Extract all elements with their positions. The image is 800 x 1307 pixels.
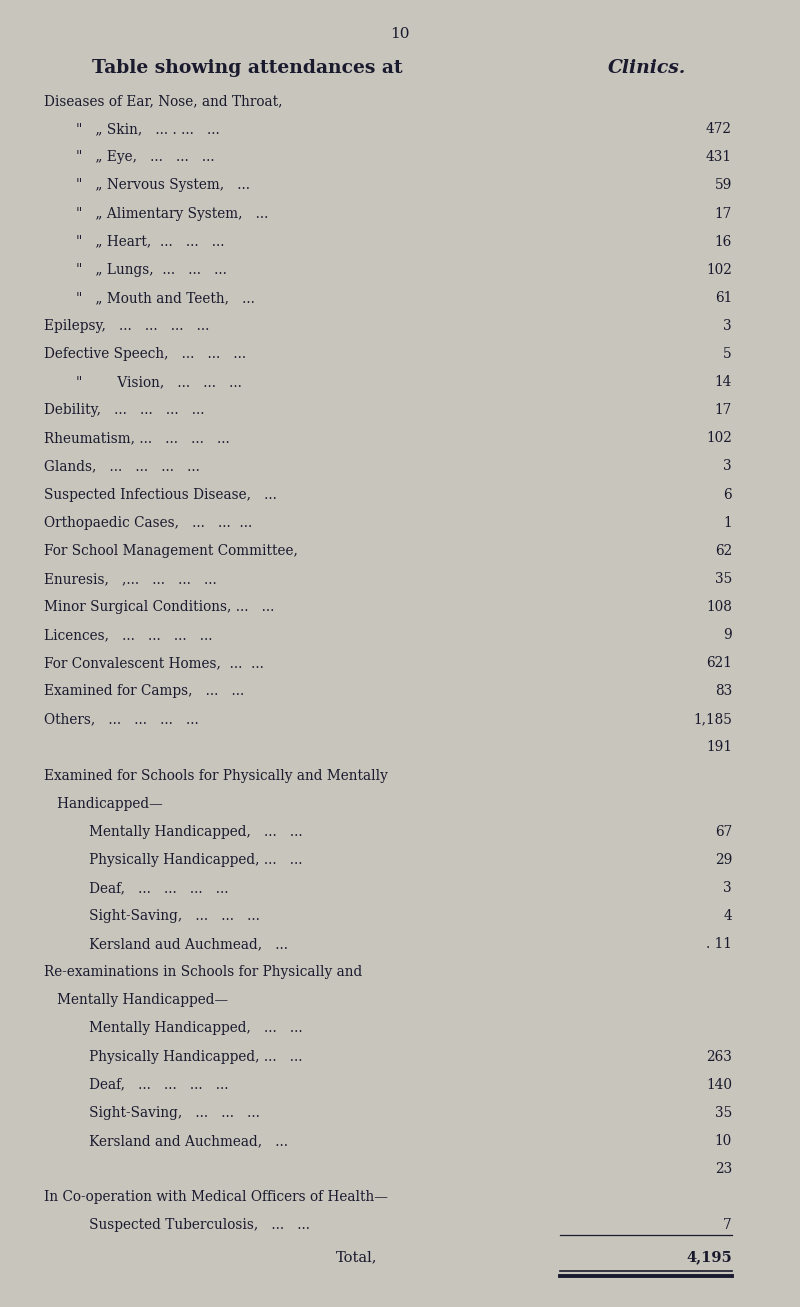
Text: Deaf,   ...   ...   ...   ...: Deaf, ... ... ... ... — [76, 881, 229, 895]
Text: Clinics.: Clinics. — [608, 59, 686, 77]
Text: 4,195: 4,195 — [686, 1249, 732, 1264]
Text: For School Management Committee,: For School Management Committee, — [44, 544, 298, 558]
Text: . 11: . 11 — [706, 937, 732, 951]
Text: 10: 10 — [714, 1133, 732, 1148]
Text: Table showing attendances at: Table showing attendances at — [92, 59, 409, 77]
Text: 10: 10 — [390, 27, 410, 42]
Text: 67: 67 — [714, 825, 732, 839]
Text: 102: 102 — [706, 431, 732, 446]
Text: Examined for Schools for Physically and Mentally: Examined for Schools for Physically and … — [44, 769, 388, 783]
Text: 7: 7 — [723, 1218, 732, 1233]
Text: Epilepsy,   ...   ...   ...   ...: Epilepsy, ... ... ... ... — [44, 319, 210, 333]
Text: 6: 6 — [723, 488, 732, 502]
Text: 472: 472 — [706, 122, 732, 136]
Text: 1,185: 1,185 — [693, 712, 732, 727]
Text: 140: 140 — [706, 1077, 732, 1091]
Text: In Co-operation with Medical Officers of Health—: In Co-operation with Medical Officers of… — [44, 1189, 388, 1204]
Text: "   „ Eye,   ...   ...   ...: " „ Eye, ... ... ... — [76, 150, 214, 165]
Text: Physically Handicapped, ...   ...: Physically Handicapped, ... ... — [76, 852, 302, 867]
Text: Minor Surgical Conditions, ...   ...: Minor Surgical Conditions, ... ... — [44, 600, 274, 614]
Text: Diseases of Ear, Nose, and Throat,: Diseases of Ear, Nose, and Throat, — [44, 94, 282, 108]
Text: 1: 1 — [723, 515, 732, 529]
Text: 3: 3 — [723, 460, 732, 473]
Text: 621: 621 — [706, 656, 732, 670]
Text: Debility,   ...   ...   ...   ...: Debility, ... ... ... ... — [44, 404, 205, 417]
Text: "        Vision,   ...   ...   ...: " Vision, ... ... ... — [76, 375, 242, 389]
Text: Others,   ...   ...   ...   ...: Others, ... ... ... ... — [44, 712, 198, 727]
Text: Orthopaedic Cases,   ...   ...  ...: Orthopaedic Cases, ... ... ... — [44, 515, 252, 529]
Text: "   „ Alimentary System,   ...: " „ Alimentary System, ... — [76, 207, 268, 221]
Text: 3: 3 — [723, 319, 732, 333]
Text: Glands,   ...   ...   ...   ...: Glands, ... ... ... ... — [44, 460, 200, 473]
Text: Examined for Camps,   ...   ...: Examined for Camps, ... ... — [44, 685, 244, 698]
Text: 61: 61 — [714, 290, 732, 305]
Text: Kersland and Auchmead,   ...: Kersland and Auchmead, ... — [76, 1133, 288, 1148]
Text: Mentally Handicapped,   ...   ...: Mentally Handicapped, ... ... — [76, 825, 302, 839]
Text: Mentally Handicapped—: Mentally Handicapped— — [44, 993, 228, 1008]
Text: 29: 29 — [714, 852, 732, 867]
Text: Sight-Saving,   ...   ...   ...: Sight-Saving, ... ... ... — [76, 908, 260, 923]
Text: 3: 3 — [723, 881, 732, 895]
Text: Enuresis,   ,...   ...   ...   ...: Enuresis, ,... ... ... ... — [44, 572, 217, 586]
Text: 9: 9 — [723, 627, 732, 642]
Text: Total,: Total, — [336, 1249, 378, 1264]
Text: 16: 16 — [714, 235, 732, 248]
Text: 35: 35 — [714, 572, 732, 586]
Text: 4: 4 — [723, 908, 732, 923]
Text: 17: 17 — [714, 404, 732, 417]
Text: Re-examinations in Schools for Physically and: Re-examinations in Schools for Physicall… — [44, 965, 362, 979]
Text: 23: 23 — [714, 1162, 732, 1176]
Text: Deaf,   ...   ...   ...   ...: Deaf, ... ... ... ... — [76, 1077, 229, 1091]
Text: 14: 14 — [714, 375, 732, 389]
Text: Sight-Saving,   ...   ...   ...: Sight-Saving, ... ... ... — [76, 1106, 260, 1120]
Text: Suspected Tuberculosis,   ...   ...: Suspected Tuberculosis, ... ... — [76, 1218, 310, 1233]
Text: 17: 17 — [714, 207, 732, 221]
Text: Rheumatism, ...   ...   ...   ...: Rheumatism, ... ... ... ... — [44, 431, 230, 446]
Text: For Convalescent Homes,  ...  ...: For Convalescent Homes, ... ... — [44, 656, 264, 670]
Text: Defective Speech,   ...   ...   ...: Defective Speech, ... ... ... — [44, 346, 246, 361]
Text: 102: 102 — [706, 263, 732, 277]
Text: "   „ Skin,   ... . ...   ...: " „ Skin, ... . ... ... — [76, 122, 220, 136]
Text: Kersland aud Auchmead,   ...: Kersland aud Auchmead, ... — [76, 937, 288, 951]
Text: 108: 108 — [706, 600, 732, 614]
Text: Licences,   ...   ...   ...   ...: Licences, ... ... ... ... — [44, 627, 213, 642]
Text: Physically Handicapped, ...   ...: Physically Handicapped, ... ... — [76, 1050, 302, 1064]
Text: 83: 83 — [714, 685, 732, 698]
Text: 191: 191 — [706, 740, 732, 754]
Text: 35: 35 — [714, 1106, 732, 1120]
Text: Suspected Infectious Disease,   ...: Suspected Infectious Disease, ... — [44, 488, 277, 502]
Text: "   „ Heart,  ...   ...   ...: " „ Heart, ... ... ... — [76, 235, 225, 248]
Text: 5: 5 — [723, 346, 732, 361]
Text: "   „ Nervous System,   ...: " „ Nervous System, ... — [76, 178, 250, 192]
Text: 263: 263 — [706, 1050, 732, 1064]
Text: Handicapped—: Handicapped— — [44, 796, 162, 810]
Text: 431: 431 — [706, 150, 732, 165]
Text: Mentally Handicapped,   ...   ...: Mentally Handicapped, ... ... — [76, 1021, 302, 1035]
Text: "   „ Lungs,  ...   ...   ...: " „ Lungs, ... ... ... — [76, 263, 227, 277]
Text: 59: 59 — [714, 178, 732, 192]
Text: 62: 62 — [714, 544, 732, 558]
Text: "   „ Mouth and Teeth,   ...: " „ Mouth and Teeth, ... — [76, 290, 255, 305]
